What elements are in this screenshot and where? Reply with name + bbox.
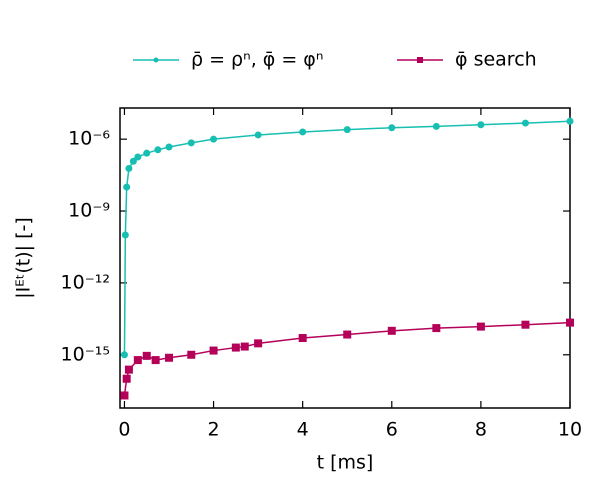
marker	[231, 343, 240, 352]
marker	[125, 164, 133, 172]
marker	[477, 121, 485, 129]
y-tick-label: 10⁻¹²	[61, 271, 110, 293]
marker	[120, 391, 129, 400]
marker	[133, 356, 142, 365]
x-tick-label: 10	[558, 419, 582, 441]
y-tick-label: 10⁻⁹	[68, 200, 110, 222]
marker	[299, 128, 307, 136]
legend-marker	[153, 57, 159, 63]
plot-frame	[119, 107, 571, 409]
marker	[343, 330, 352, 339]
x-tick-label: 8	[475, 419, 487, 441]
marker	[123, 183, 131, 191]
x-tick-label: 2	[208, 419, 220, 441]
legend-label: φ̄ search	[455, 49, 537, 71]
legend-label: ρ̄ = ρⁿ, φ̄ = φⁿ	[191, 49, 323, 71]
marker	[143, 149, 151, 157]
marker	[240, 342, 249, 351]
x-tick-label: 0	[118, 419, 130, 441]
marker	[154, 146, 162, 154]
marker	[298, 334, 307, 343]
marker	[432, 324, 441, 333]
marker	[187, 350, 196, 359]
marker	[151, 356, 160, 365]
y-tick-label: 10⁻⁶	[68, 128, 110, 150]
marker	[122, 374, 131, 383]
marker	[120, 351, 128, 359]
legend-marker	[417, 57, 423, 63]
y-tick-label: 10⁻¹⁵	[61, 343, 110, 365]
marker	[129, 157, 137, 165]
marker	[210, 135, 218, 143]
series-line	[123, 120, 571, 355]
marker	[566, 318, 574, 327]
marker	[521, 119, 529, 127]
marker	[521, 320, 530, 329]
marker	[566, 117, 574, 125]
marker	[432, 122, 440, 130]
marker	[476, 322, 485, 331]
marker	[121, 231, 129, 239]
marker	[165, 143, 173, 151]
marker	[124, 365, 133, 374]
marker	[254, 339, 263, 348]
marker	[165, 353, 174, 362]
marker	[388, 124, 396, 132]
marker	[134, 153, 142, 161]
marker	[187, 139, 195, 147]
y-axis-label: |Iᴱᵗ(t)| [-]	[13, 217, 35, 299]
marker	[142, 351, 151, 360]
marker	[343, 126, 351, 134]
x-tick-label: 4	[297, 419, 309, 441]
marker	[209, 346, 218, 355]
x-tick-label: 6	[386, 419, 398, 441]
marker	[387, 326, 396, 335]
marker	[254, 131, 262, 139]
x-axis-label: t [ms]	[317, 452, 374, 474]
